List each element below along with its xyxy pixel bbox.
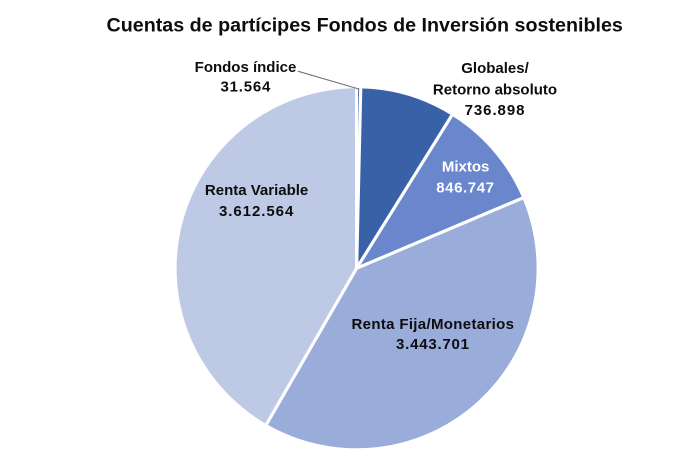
svg-text:736.898: 736.898: [465, 102, 526, 119]
svg-text:Renta Variable: Renta Variable: [205, 182, 308, 199]
svg-text:846.747: 846.747: [436, 179, 494, 196]
svg-text:3.443.701: 3.443.701: [396, 336, 470, 353]
svg-text:Fondos índice: Fondos índice: [195, 59, 297, 76]
svg-text:Cuentas de partícipes Fondos d: Cuentas de partícipes Fondos de Inversió…: [107, 15, 623, 37]
svg-text:Retorno absoluto: Retorno absoluto: [433, 82, 557, 99]
svg-text:Renta Fija/Monetarios: Renta Fija/Monetarios: [352, 316, 515, 333]
svg-text:Mixtos: Mixtos: [442, 159, 490, 176]
svg-text:Globales/: Globales/: [461, 60, 529, 77]
svg-text:31.564: 31.564: [220, 79, 271, 96]
svg-text:3.612.564: 3.612.564: [219, 203, 294, 220]
